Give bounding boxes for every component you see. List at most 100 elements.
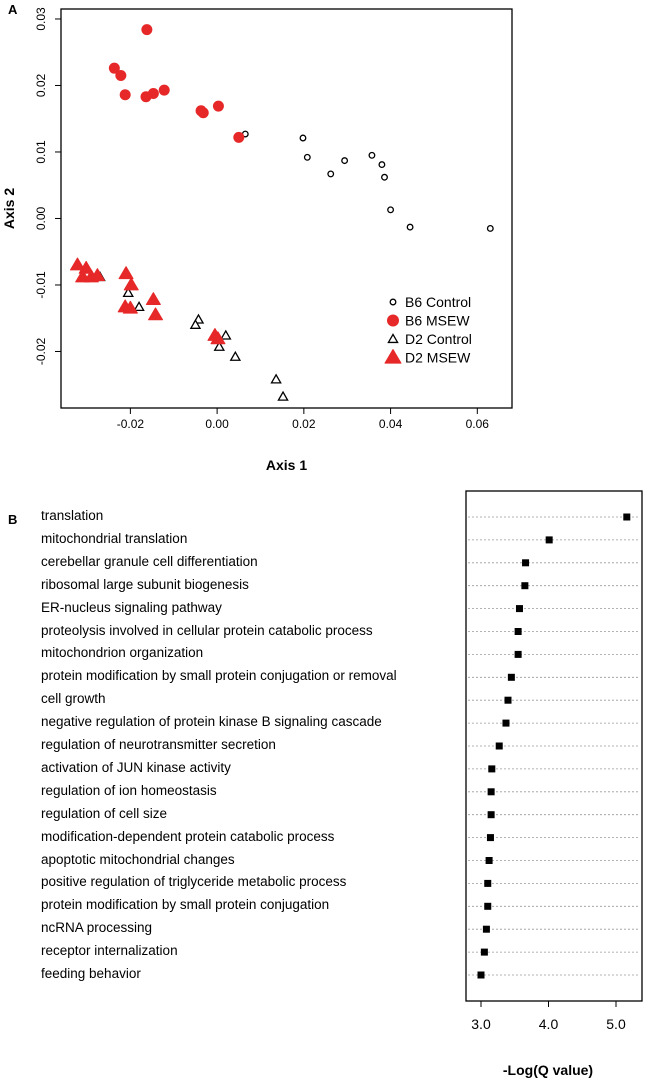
data-point xyxy=(387,206,395,214)
data-point xyxy=(303,153,311,161)
y-tick-label: -0.01 xyxy=(34,271,48,299)
data-point xyxy=(141,24,153,36)
plot-frame xyxy=(60,8,513,409)
dot-marker xyxy=(502,719,510,727)
go-term-label: feeding behavior xyxy=(41,966,141,981)
legend-marker xyxy=(387,333,399,344)
y-tick-label: 0.00 xyxy=(34,206,48,230)
dot-marker xyxy=(495,742,503,750)
go-term-label: activation of JUN kinase activity xyxy=(41,759,231,775)
data-point xyxy=(341,157,349,165)
dot-marker xyxy=(514,628,522,635)
x-axis-label: -Log(Q value) xyxy=(503,1062,593,1078)
data-point xyxy=(233,131,245,143)
legend-label: D2 MSEW xyxy=(405,350,471,366)
go-term-label: proteolysis involved in cellular protein… xyxy=(41,622,373,638)
panel-b-label: B xyxy=(8,512,18,527)
y-axis-label: Axis 2 xyxy=(1,188,17,229)
go-term-label: regulation of ion homeostasis xyxy=(41,782,217,798)
dot-marker xyxy=(482,925,490,933)
legend-marker xyxy=(387,314,399,327)
go-term-label: cerebellar granule cell differentiation xyxy=(41,553,258,569)
go-term-label: cell growth xyxy=(41,691,106,707)
y-tick-label: 0.01 xyxy=(34,140,48,164)
go-term-label: negative regulation of protein kinase B … xyxy=(41,714,382,730)
data-point xyxy=(368,151,376,159)
dot-marker xyxy=(485,857,493,864)
data-point xyxy=(270,373,282,384)
x-tick-label: 0.02 xyxy=(292,417,316,431)
go-term-label: mitochondrion organization xyxy=(41,645,204,661)
dot-marker xyxy=(504,696,512,704)
series-d2-msew xyxy=(69,257,226,345)
dot-marker xyxy=(515,605,523,613)
dot-marker xyxy=(545,536,553,544)
go-term-label: regulation of neurotransmitter secretion xyxy=(41,737,276,752)
data-point xyxy=(229,350,242,361)
dot-marker xyxy=(486,834,494,842)
legend-label: B6 Control xyxy=(405,294,471,310)
data-point xyxy=(123,277,139,291)
go-term-label: apoptotic mitochondrial changes xyxy=(41,851,235,867)
y-tick-label: 0.03 xyxy=(34,7,48,31)
go-term-label: ribosomal large subunit biogenesis xyxy=(41,576,249,592)
series-b6-control xyxy=(241,130,494,232)
go-term-label: regulation of cell size xyxy=(41,805,168,821)
data-point xyxy=(277,390,289,401)
dot-marker xyxy=(484,879,492,887)
data-point xyxy=(406,223,414,231)
dot-marker xyxy=(623,513,631,521)
go-term-label: translation xyxy=(41,508,104,523)
data-point xyxy=(89,268,105,282)
pca-scatter-plot: -0.02 0.00 0.02 0.04 0.06 -0.02 -0.01 0.00 0.01 0… xyxy=(1,7,513,473)
data-point xyxy=(486,224,494,232)
dot-marker xyxy=(507,673,515,681)
data-point xyxy=(122,287,134,298)
data-point xyxy=(108,62,120,74)
panel-a-label: A xyxy=(8,2,18,17)
data-point xyxy=(299,134,307,142)
x-tick-label: 0.06 xyxy=(466,417,490,431)
data-point xyxy=(118,266,134,280)
dot-marker xyxy=(521,582,529,590)
x-tick-label: -0.02 xyxy=(117,417,145,431)
go-term-label: mitochondrial translation xyxy=(41,530,188,546)
data-point xyxy=(115,70,127,81)
legend-marker xyxy=(389,298,397,306)
data-point xyxy=(145,292,161,306)
legend-label: B6 MSEW xyxy=(405,313,470,329)
series-b6-msew xyxy=(108,24,245,143)
legend-label: D2 Control xyxy=(405,331,472,347)
dot-marker xyxy=(514,650,522,658)
dot-plot-frame xyxy=(465,490,643,1002)
data-point xyxy=(119,89,131,101)
data-point xyxy=(133,301,145,312)
data-point xyxy=(158,84,170,96)
data-point xyxy=(220,329,232,340)
x-tick-label: 0.04 xyxy=(379,417,403,431)
data-point xyxy=(197,107,209,119)
go-term-label: protein modification by small protein co… xyxy=(41,897,330,913)
y-tick-label: 0.02 xyxy=(34,73,48,97)
x-axis-label: Axis 1 xyxy=(266,457,307,473)
x-tick-label: 0.00 xyxy=(205,417,229,431)
go-term-label: receptor internalization xyxy=(41,943,178,959)
go-term-label: protein modification by small protein co… xyxy=(41,668,397,684)
go-term-label: positive regulation of triglyceride meta… xyxy=(41,874,347,890)
series-d2-control xyxy=(94,271,289,401)
legend-marker xyxy=(384,349,402,364)
data-point xyxy=(122,300,138,314)
data-point xyxy=(189,318,202,329)
data-point xyxy=(378,161,386,169)
x-tick-label: 4.0 xyxy=(539,1016,559,1032)
dot-marker xyxy=(487,811,495,819)
dot-marker xyxy=(487,788,495,796)
go-term-label: ncRNA processing xyxy=(41,920,153,936)
data-point xyxy=(69,257,85,271)
data-point xyxy=(213,340,226,351)
x-tick-label: 3.0 xyxy=(471,1016,491,1032)
data-point xyxy=(381,173,388,181)
data-point xyxy=(327,170,335,178)
go-term-label: modification-dependent protein catabolic… xyxy=(41,828,335,844)
